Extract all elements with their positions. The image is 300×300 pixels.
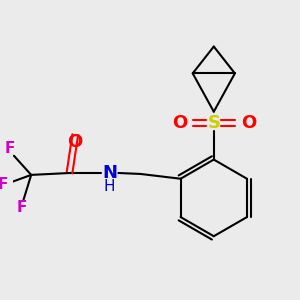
Text: N: N <box>102 164 117 182</box>
Text: H: H <box>104 179 116 194</box>
Text: F: F <box>16 200 27 215</box>
Text: O: O <box>68 133 83 151</box>
Text: O: O <box>241 114 256 132</box>
Text: F: F <box>0 177 8 192</box>
Text: O: O <box>172 114 187 132</box>
Text: F: F <box>5 141 15 156</box>
Text: S: S <box>207 114 220 132</box>
